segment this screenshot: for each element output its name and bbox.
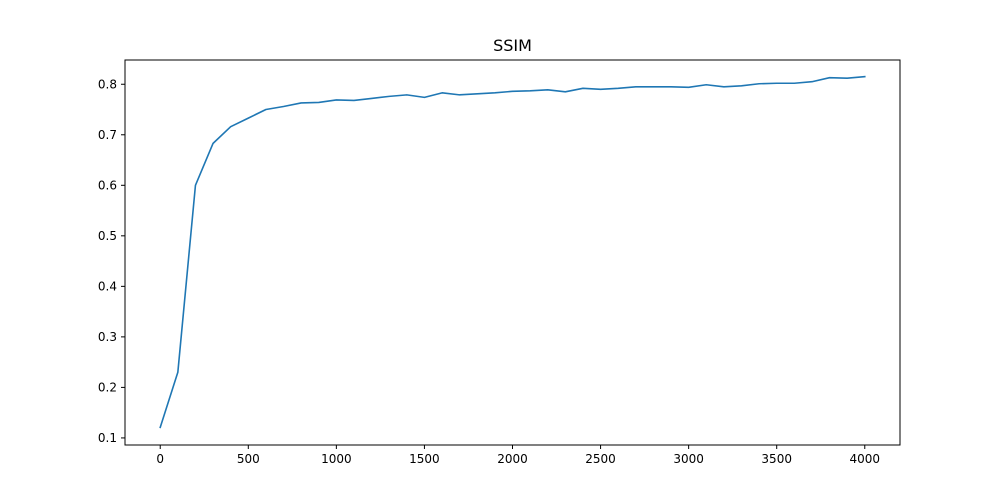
x-tick-label: 0 [156, 452, 164, 466]
y-tick-label: 0.4 [98, 279, 117, 293]
x-tick-label: 2000 [497, 452, 528, 466]
chart-title: SSIM [493, 36, 532, 55]
x-tick-label: 500 [237, 452, 260, 466]
x-tick-label: 1500 [409, 452, 440, 466]
x-tick-label: 3500 [761, 452, 792, 466]
axis-ticks: 0 500 1000 1500 2000 2500 3000 3500 4000 0.1 0.2 0.… [98, 77, 880, 466]
y-tick-label: 0.6 [98, 178, 117, 192]
y-tick-label: 0.3 [98, 330, 117, 344]
x-tick-label: 1000 [321, 452, 352, 466]
ssim-series-line [159, 75, 866, 429]
x-tick-label: 3000 [673, 452, 704, 466]
y-tick-label: 0.1 [98, 431, 117, 445]
plot-area-frame [124, 59, 901, 446]
x-tick-label: 2500 [585, 452, 616, 466]
y-tick-label: 0.8 [98, 77, 117, 91]
x-tick-label: 4000 [849, 452, 880, 466]
y-tick-label: 0.7 [98, 128, 117, 142]
y-tick-label: 0.5 [98, 229, 117, 243]
y-tick-label: 0.2 [98, 380, 117, 394]
series-group [159, 75, 866, 429]
